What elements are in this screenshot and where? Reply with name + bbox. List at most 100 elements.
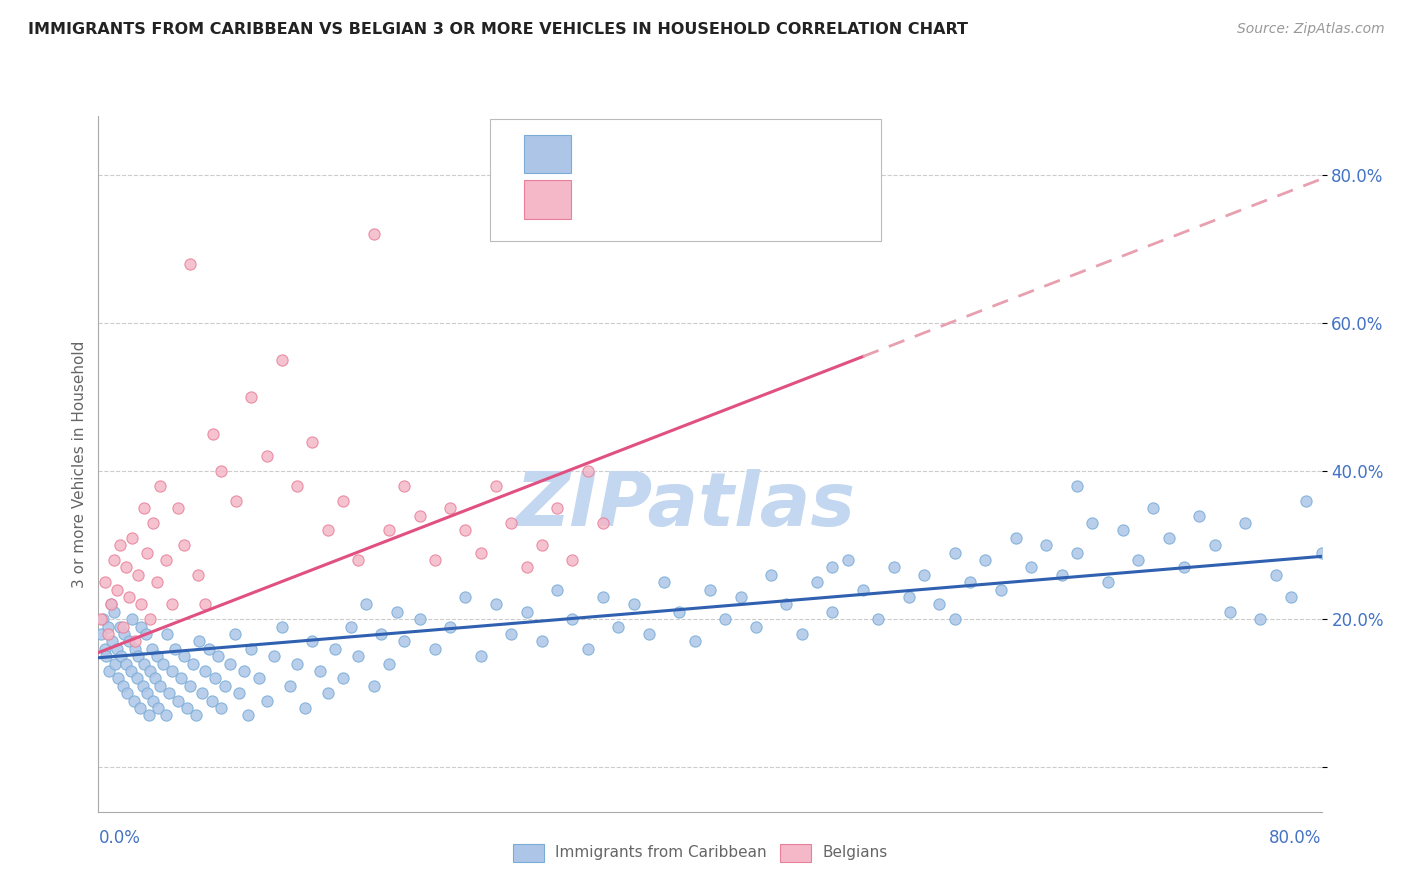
Point (138, 708, 160, 723)
Point (115, 560, 138, 574)
Point (1264, 567, 1286, 582)
Point (157, 686, 180, 700)
Point (112, 627, 135, 641)
Point (285, 479, 308, 493)
Point (125, 672, 148, 686)
Point (897, 590, 920, 604)
Point (852, 582, 875, 597)
Point (90, 612, 112, 626)
Point (1279, 590, 1302, 604)
Text: N =: N = (737, 145, 789, 163)
Bar (524, 180, 571, 219)
Point (516, 605, 538, 619)
Point (121, 531, 143, 545)
Point (170, 672, 193, 686)
Point (943, 546, 966, 560)
Point (1249, 612, 1271, 626)
Point (332, 672, 354, 686)
Point (928, 598, 950, 612)
Point (100, 598, 122, 612)
Point (485, 479, 508, 493)
Point (730, 590, 752, 604)
Text: 0.395: 0.395 (659, 145, 717, 163)
Point (1219, 605, 1241, 619)
Text: 0.0%: 0.0% (98, 830, 141, 847)
Point (176, 701, 198, 715)
Point (790, 627, 813, 641)
Point (143, 672, 166, 686)
Point (1128, 553, 1150, 567)
Point (745, 620, 768, 634)
Point (370, 627, 392, 641)
Point (160, 664, 183, 678)
Point (127, 567, 149, 582)
Point (204, 672, 226, 686)
Point (186, 708, 208, 723)
Point (228, 686, 250, 700)
Point (139, 612, 162, 626)
Point (1157, 531, 1180, 545)
Point (423, 553, 446, 567)
Point (576, 641, 599, 656)
Point (1066, 479, 1088, 493)
Point (108, 538, 131, 552)
Point (129, 620, 152, 634)
Point (530, 634, 553, 648)
Point (202, 427, 225, 442)
Point (94, 649, 117, 664)
Point (124, 634, 146, 648)
Point (363, 679, 385, 693)
Point (97, 627, 120, 641)
Point (263, 649, 285, 664)
Point (207, 649, 229, 664)
Point (117, 686, 139, 700)
Point (103, 553, 125, 567)
Point (1097, 575, 1119, 590)
Point (97, 620, 120, 634)
Point (592, 590, 614, 604)
Point (470, 546, 492, 560)
Point (232, 664, 254, 678)
Point (1295, 493, 1317, 508)
Point (188, 634, 211, 648)
Point (224, 627, 246, 641)
Bar (524, 135, 571, 173)
Point (301, 634, 323, 648)
Point (240, 390, 263, 404)
Point (163, 641, 186, 656)
Point (576, 464, 599, 478)
Point (1142, 501, 1164, 516)
Point (332, 493, 354, 508)
Point (145, 649, 167, 664)
Point (214, 679, 236, 693)
Point (775, 598, 797, 612)
Point (146, 701, 169, 715)
Point (167, 501, 190, 516)
Text: Immigrants from Caribbean: Immigrants from Caribbean (555, 846, 768, 860)
Point (883, 560, 905, 574)
Point (219, 657, 242, 671)
Point (101, 634, 124, 648)
Point (118, 634, 141, 648)
Point (454, 590, 477, 604)
Point (139, 664, 162, 678)
Point (132, 679, 155, 693)
Point (1035, 538, 1057, 552)
Text: R =: R = (592, 145, 631, 163)
Point (408, 612, 430, 626)
Point (652, 575, 675, 590)
Point (759, 567, 782, 582)
Point (247, 672, 270, 686)
Text: 54: 54 (799, 191, 823, 209)
Text: R =: R = (592, 191, 631, 209)
Point (423, 641, 446, 656)
Point (1112, 524, 1135, 538)
Point (100, 598, 122, 612)
Point (485, 598, 508, 612)
Point (191, 686, 214, 700)
Point (155, 708, 177, 723)
Point (316, 524, 339, 538)
Point (821, 560, 844, 574)
Point (699, 582, 721, 597)
Point (1081, 516, 1104, 530)
